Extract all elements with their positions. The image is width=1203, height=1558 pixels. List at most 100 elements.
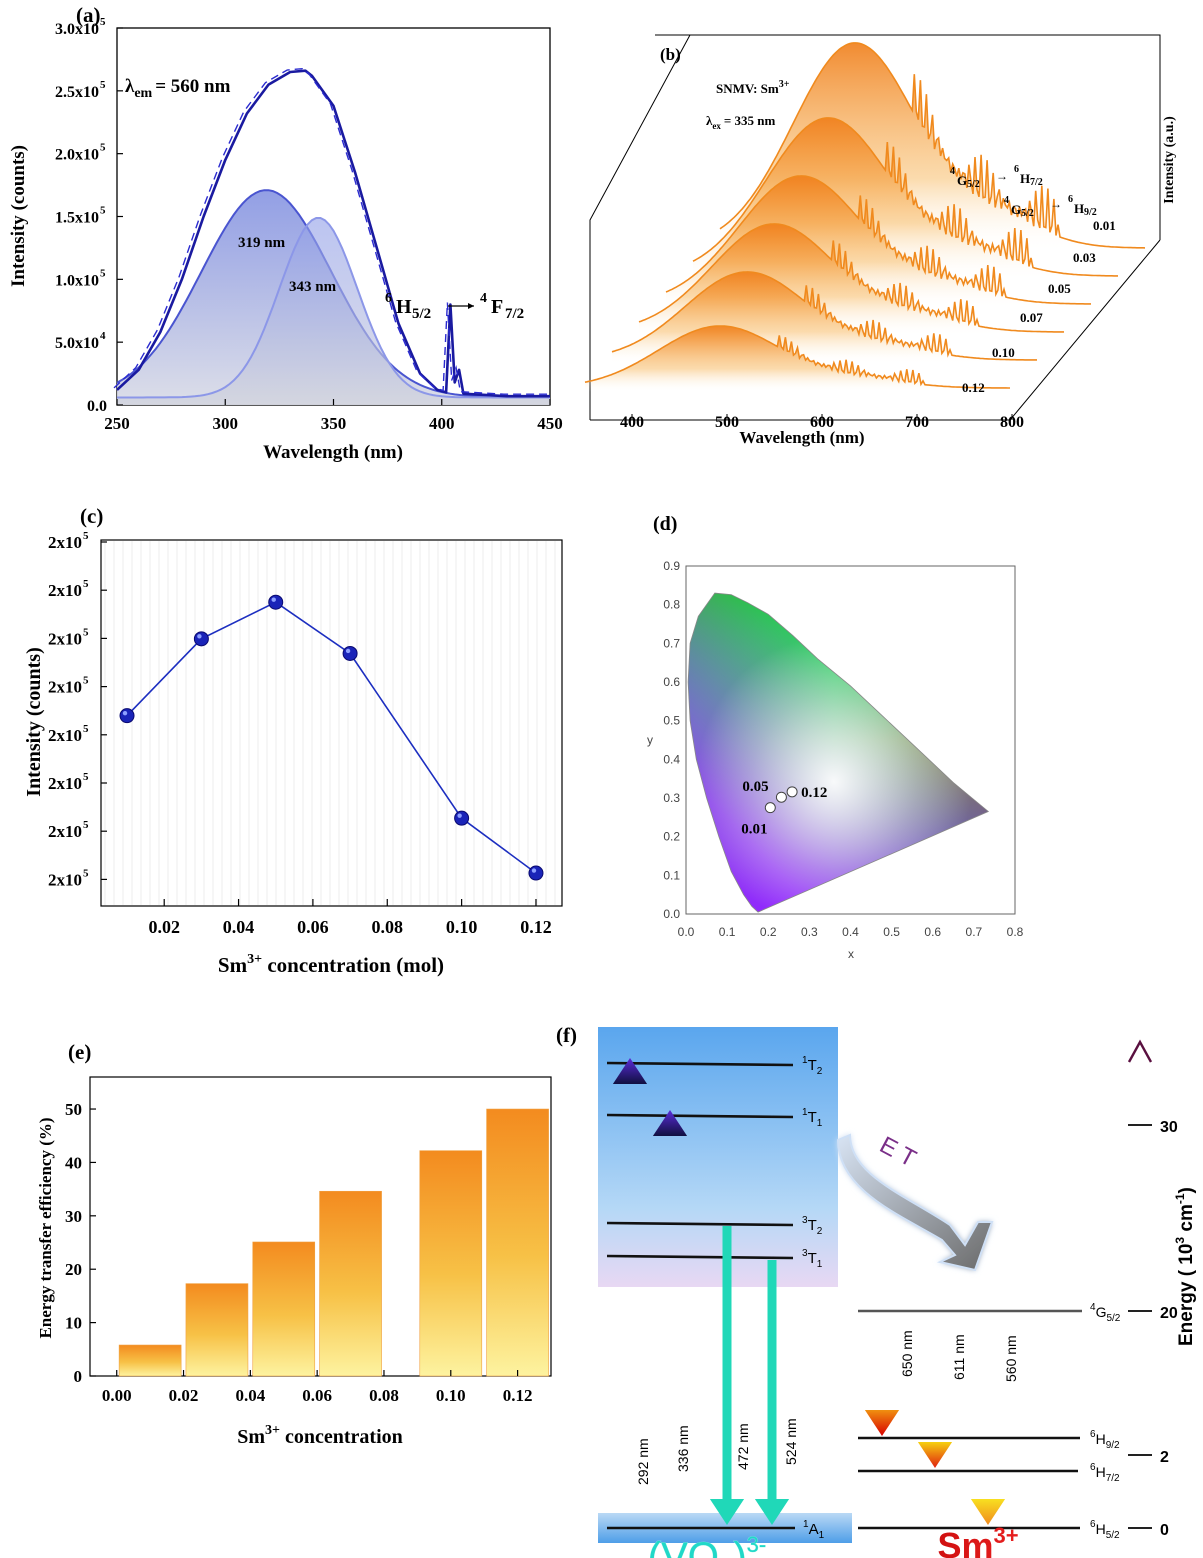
y-tick-label: 0.4 [663,752,680,766]
y-tick-label: 0.6 [663,675,680,689]
panel-b-transition-1: 4 G 5/2 → 6 H 7/2 [950,164,1043,190]
panel-e-x-ticks: 0.00 0.02 0.04 0.06 0.08 0.10 0.12 [102,1370,532,1405]
x-tick-label: 0.02 [148,917,180,937]
level-sup: 1 [803,1519,809,1530]
y-tick-exponent: 5 [83,771,89,783]
x-tick-label: 0.1 [719,925,736,939]
x-tick-label: 300 [213,414,239,433]
y-tick-label: 0.2 [663,830,680,844]
panel-c-xlabel: Sm3+ concentration (mol) [218,952,444,977]
sm-arrow-label: 650 nm [899,1330,915,1377]
bar [185,1283,249,1377]
spectrum-line-1 [692,117,1118,277]
vo4-name: (VO4)3- [648,1532,766,1558]
cie-points: 0.01 0.05 0.12 [741,779,827,837]
sm-level-label: 6H7/2 [1090,1462,1120,1484]
x-tick-label: 700 [905,414,929,431]
level-sup: 3 [802,1215,808,1226]
energy-axis-tick-label: 2 [1160,1449,1169,1466]
level-letter: T [808,1250,817,1267]
energy-axis-tick-label: 0 [1160,1522,1169,1539]
bar [486,1108,549,1377]
panel-c-frame [100,539,563,907]
et-arrow-shape [836,1133,994,1272]
svg-text:→: → [996,169,1008,183]
panel-d-x-ticks: 0.0 0.1 0.2 0.3 0.4 0.5 0.6 0.7 0.8 [678,925,1024,939]
y-tick-label: 2x10 [48,629,82,648]
series-label: 0.03 [1073,250,1096,265]
x-tick-label: 0.04 [223,917,255,937]
y-tick-label: 2x10 [48,774,82,793]
arrow-611-head [917,1442,953,1468]
y-tick-label: 2x10 [48,726,82,745]
spectrum-fit-line [113,67,547,395]
data-point [193,631,209,647]
panel-a-em-annotation: λem = 560 nm [125,76,231,101]
y-tick-label: 20 [65,1260,82,1279]
series-label: 0.12 [962,380,985,395]
vo4-level-label: 3T2 [802,1215,823,1237]
level-sup: 6 [1090,1429,1096,1440]
vo4-arrow-label: 472 nm [735,1423,751,1470]
y-tick-exponent: 5 [100,79,106,91]
svg-text:H: H [1020,171,1030,186]
level-sub: 9/2 [1106,1440,1120,1451]
y-tick-exponent: 5 [83,578,89,590]
panel-f: (f) 1T21T13T23T11A14G5/26H9/26H7/26H5/2 … [556,1023,1197,1558]
panel-a-spectrum [113,67,550,398]
panel-a-ylabel: Intensity (counts) [8,145,29,287]
level-sup: 1 [802,1107,808,1118]
y-tick-exponent: 5 [83,819,89,831]
svg-text:5/2: 5/2 [412,306,431,322]
y-tick-label: 0.7 [663,636,680,650]
panel-a-xlabel: Wavelength (nm) [263,442,403,463]
panel-d-xlabel: x [848,947,854,961]
x-tick-label: 0.08 [369,1386,399,1405]
y-tick-label: 0 [74,1367,83,1386]
y-tick-label: 3.0x10 [55,21,99,38]
svg-text:H: H [396,296,412,318]
vo4-level [606,1221,794,1227]
sm-arrow-label: 611 nm [951,1334,967,1380]
level-letter: H [1096,1431,1106,1447]
bar [252,1241,316,1377]
y-tick-label: 30 [65,1207,82,1226]
panel-d-frame [685,565,1016,915]
y-tick-exponent: 5 [100,205,106,217]
vo4-level [606,1061,794,1067]
panel-b-x-ticks: 400 500 600 700 800 [620,414,1024,431]
et-label: E T [875,1131,921,1172]
cie-point [775,791,787,803]
level-sup: 6 [1090,1462,1096,1473]
x-tick-label: 500 [715,414,739,431]
y-tick-exponent: 5 [100,267,106,279]
x-tick-label: 350 [321,414,347,433]
peak-label-343: 343 nm [289,279,337,295]
peak-label-319: 319 nm [238,235,286,251]
panel-c-series [119,594,544,881]
panel-a: (a) 250 300 350 400 450 0.05.0x10 41.0x10 51.5… [8,3,563,463]
x-tick-label: 0.10 [436,1386,466,1405]
x-tick-label: 0.7 [966,925,983,939]
svg-text:6: 6 [385,291,392,306]
y-tick-exponent: 5 [83,530,89,542]
series-label: 0.05 [1048,281,1071,296]
energy-axis-arrowhead [1127,1039,1153,1063]
panel-b-label: (b) [660,45,681,64]
vo4-level-label: 3T1 [802,1248,823,1270]
panel-b-sample-label: SNMV: Sm3+ [716,79,790,96]
panel-c-label: (c) [80,504,103,528]
data-point-highlight [122,710,128,716]
panel-a-x-ticks: 250 300 350 400 450 [104,399,563,433]
arrow-650-head [864,1410,900,1436]
svg-text:4: 4 [1004,195,1009,206]
x-tick-label: 0.08 [372,917,404,937]
x-tick-label: 0.06 [302,1386,332,1405]
level-sup: 4 [1090,1302,1096,1313]
y-tick-label: 0.1 [663,868,680,882]
series-line [126,601,537,874]
data-point-highlight [531,868,537,873]
energy-axis-tick-label: 30 [1160,1119,1178,1136]
x-tick-label: 0.2 [760,925,777,939]
